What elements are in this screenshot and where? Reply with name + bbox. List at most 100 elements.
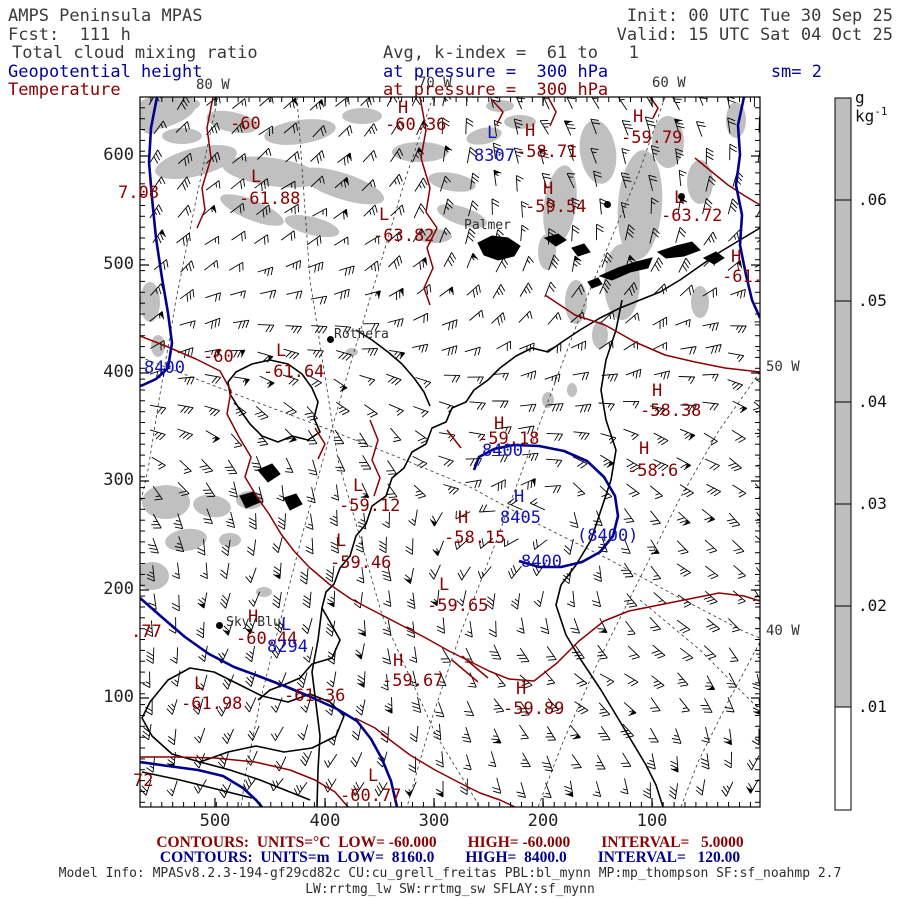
height-contours <box>140 97 760 807</box>
temperature-contour-label: H <box>516 679 527 699</box>
colorbar-tick-label: .04 <box>858 392 887 411</box>
station-label: Sky Blu <box>226 615 281 630</box>
temperature-contour-label: -58.38 <box>640 401 702 421</box>
coastline <box>141 227 760 807</box>
height-contour-label: 8307 <box>474 146 515 166</box>
station-label: Palmer <box>464 218 511 233</box>
pressure-level-height: at pressure = 300 hPa <box>383 62 609 82</box>
height-contour-label: 8294 <box>267 637 308 657</box>
x-axis-tick-label: 400 <box>309 811 341 831</box>
map-frame <box>139 96 761 808</box>
temperature-contour-label: -61.36 <box>284 686 346 706</box>
temperature-contour-label: H <box>543 179 554 199</box>
model-info-line1: Model Info: MPASv8.2.3-194-gf29cd82c CU:… <box>58 866 842 881</box>
temperature-contour-label: -63.82 <box>373 226 435 246</box>
temperature-contour-label: H <box>458 508 469 528</box>
temperature-contour-label: L <box>379 205 390 225</box>
graticule-lines <box>140 97 760 807</box>
colorbar-tick-label: .01 <box>858 697 887 716</box>
temperature-contour-label: -59.65 <box>427 596 489 616</box>
longitude-label: 70 W <box>418 75 452 91</box>
longitude-label: 80 W <box>196 77 230 93</box>
temperature-contours <box>140 97 760 807</box>
temperature-contour-label: -58.71 <box>516 142 578 162</box>
temperature-contour-label: -58.6 <box>627 461 679 481</box>
init-time: Init: 00 UTC Tue 30 Sep 25 <box>626 6 893 26</box>
field-height-label: Geopotential height <box>8 62 203 82</box>
temperature-contour-label: -60.36 <box>385 115 447 135</box>
colorbar-tick-label: .03 <box>858 494 887 513</box>
height-contour-legend: CONTOURS: UNITS=m LOW= 8160.0 HIGH= 8400… <box>159 849 741 866</box>
temperature-contour-label: L <box>336 531 347 551</box>
height-contour-label: 8400 <box>482 441 523 461</box>
height-contour-label: L <box>487 123 498 143</box>
x-axis-tick-label: 300 <box>418 811 450 831</box>
x-axis-tick-label: 200 <box>527 811 559 831</box>
y-axis-tick-label: 300 <box>103 470 134 490</box>
temperature-contour-label: L <box>251 167 262 187</box>
smoothing-label: sm= 2 <box>770 62 822 82</box>
colorbar-tick-label: .02 <box>858 596 887 615</box>
y-axis-tick-label: 400 <box>103 362 134 382</box>
station-dot <box>327 336 334 343</box>
temperature-contour-label: -63.72 <box>661 206 723 226</box>
field-temp-label: Temperature <box>8 80 121 100</box>
temperature-contour-label: H <box>652 381 663 401</box>
temperature-contour-label: -60 <box>230 114 261 134</box>
model-info-line2: LW:rrtmg_lw SW:rrtmg_sw SFLAY:sf_mynn <box>305 882 595 897</box>
colorbar-units-exponent: -1 <box>874 105 888 118</box>
height-contour-label: (8400) <box>577 526 639 546</box>
height-contour-label: 8400 <box>521 552 562 572</box>
pressure-level-temp: at pressure = 300 hPa <box>383 80 609 100</box>
temperature-contour-label: H <box>525 121 536 141</box>
station-dot <box>604 201 611 208</box>
temperature-contour-label: -59.12 <box>339 496 401 516</box>
height-contour-label: L <box>281 615 292 635</box>
colorbar-units: g kg <box>855 88 875 126</box>
colorbar-title: g kg-1 <box>855 88 900 126</box>
temp-contour-legend: CONTOURS: UNITS=°C LOW= -60.000 HIGH= -6… <box>156 834 744 851</box>
wind-barb-field <box>140 97 760 800</box>
temperature-contour-label: -59.46 <box>330 553 392 573</box>
valid-time: Valid: 15 UTC Sat 04 Oct 25 <box>616 25 893 45</box>
longitude-label: 60 W <box>652 75 686 91</box>
temperature-contour-label: H <box>398 98 409 118</box>
temperature-contour-label: -59.67 <box>382 671 444 691</box>
temperature-contour-label: -59.18 <box>478 429 540 449</box>
temperature-contour-label: H <box>639 439 650 459</box>
temperature-contour-label: -61.98 <box>181 694 243 714</box>
station-dot <box>216 622 223 629</box>
k-index-text: Avg, k-index = 61 to 1 <box>383 43 639 63</box>
temperature-contour-label: -59.79 <box>621 128 683 148</box>
temperature-contour-label: L <box>276 341 287 361</box>
chart-title: AMPS Peninsula MPAS <box>8 6 203 26</box>
y-axis-tick-label: 600 <box>103 145 134 165</box>
temperature-contour-label: -60.77 <box>340 786 402 806</box>
colorbar-tick-label: .05 <box>858 291 887 310</box>
temperature-contour-label: .77 <box>131 622 162 642</box>
station-dot <box>500 237 507 244</box>
cloud-shading <box>140 97 746 597</box>
temperature-contour-label: -61. <box>722 267 763 287</box>
colorbar <box>834 97 852 811</box>
temperature-contour-label: -60.44 <box>236 629 298 649</box>
temperature-contour-label: L <box>439 575 450 595</box>
temperature-contour-label: L <box>353 476 364 496</box>
temperature-contour-label: H <box>248 607 259 627</box>
temperature-contour-label: 72 <box>133 771 154 791</box>
x-axis-tick-label: 500 <box>199 811 231 831</box>
longitude-label: 50 W <box>766 359 800 375</box>
y-axis-tick-label: 500 <box>103 254 134 274</box>
temperature-contour-label: L <box>368 766 379 786</box>
y-axis-tick-label: 200 <box>103 579 134 599</box>
temperature-contour-label: 7.08 <box>118 183 159 203</box>
temperature-contour-label: -61.64 <box>263 362 325 382</box>
height-contour-label: 8400 <box>144 358 185 378</box>
x-axis-tick-label: 100 <box>636 811 668 831</box>
temperature-contour-label: -59.54 <box>525 197 587 217</box>
map-layers <box>140 97 760 807</box>
field-cloud-label: Total cloud mixing ratio <box>12 43 258 63</box>
height-contour-label: 8405 <box>500 508 541 528</box>
temperature-contour-label: H <box>731 247 742 267</box>
